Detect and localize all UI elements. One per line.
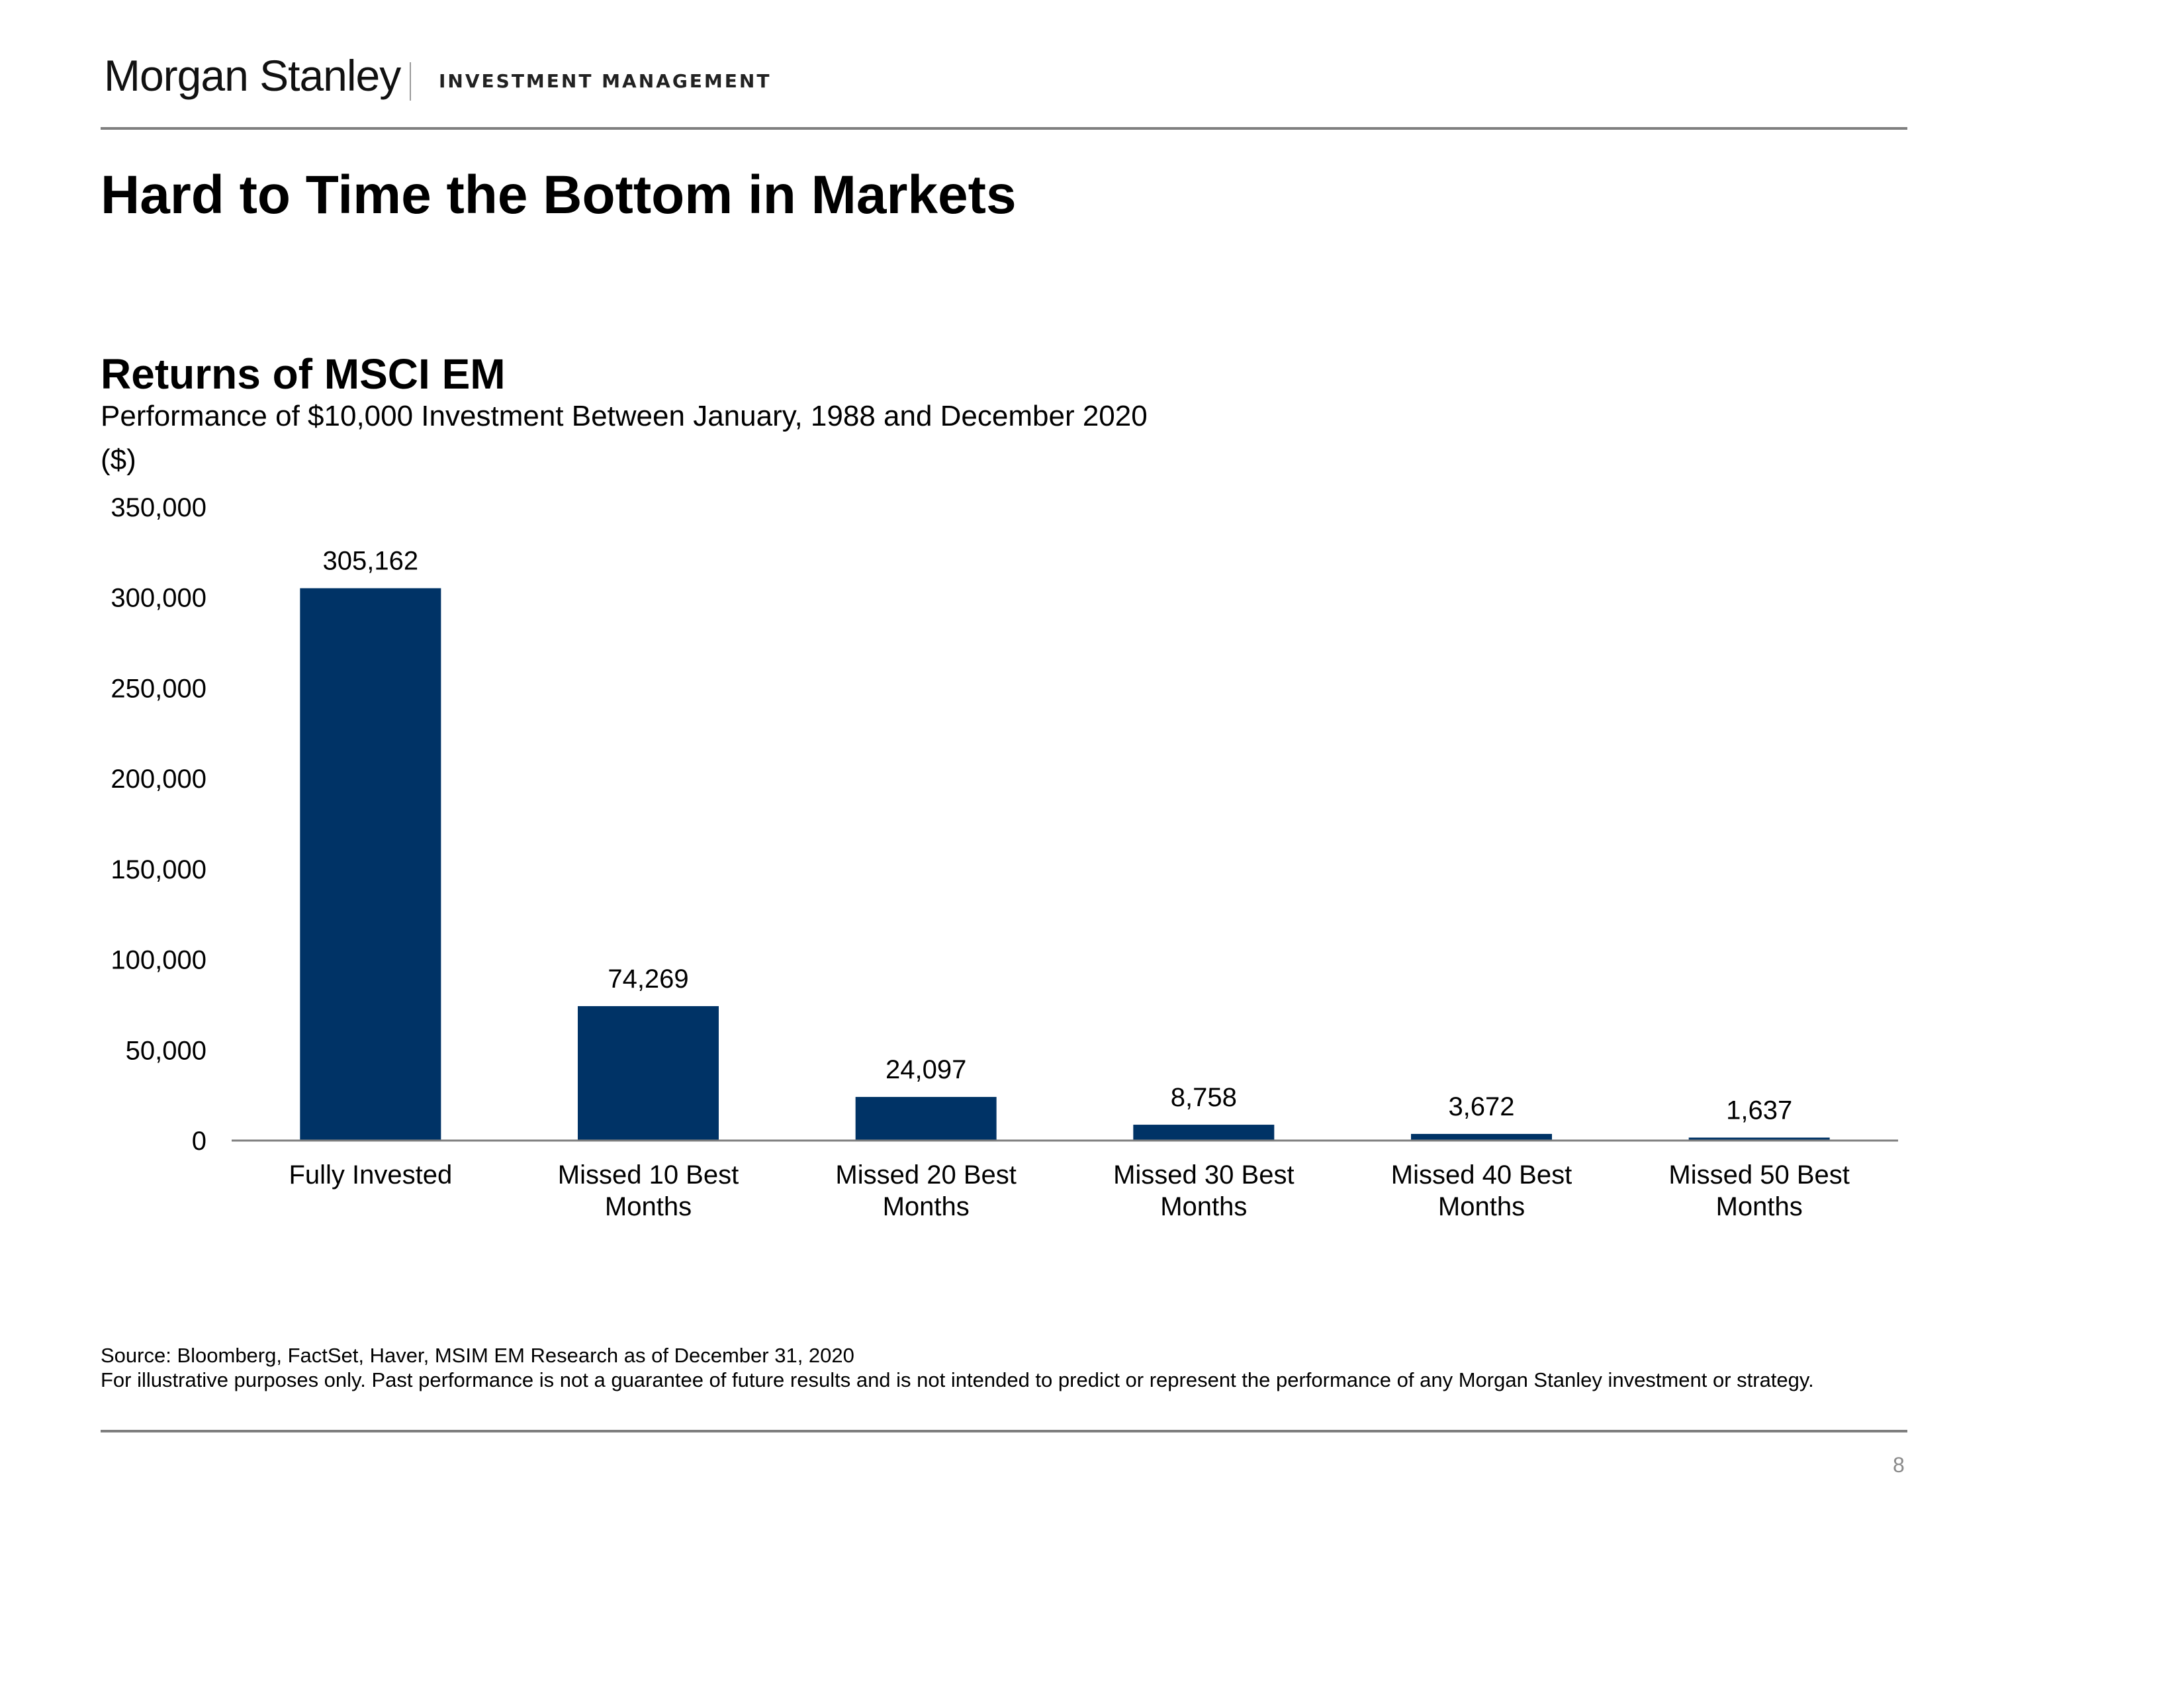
y-axis-unit-label: ($): [101, 444, 136, 476]
y-tick-label: 350,000: [111, 493, 206, 522]
data-label: 74,269: [608, 964, 688, 994]
x-tick-label: Missed 30 Best: [1113, 1160, 1294, 1190]
y-tick-label: 300,000: [111, 584, 206, 613]
bar: [578, 1006, 719, 1141]
division-label: INVESTMENT MANAGEMENT: [439, 70, 772, 92]
x-tick-label: Missed 20 Best: [835, 1160, 1016, 1190]
x-tick-label: Months: [1716, 1192, 1803, 1221]
data-label: 1,637: [1726, 1096, 1792, 1125]
x-tick-label: Months: [1160, 1192, 1247, 1221]
chart-subtitle: Performance of $10,000 Investment Betwee…: [101, 400, 1148, 432]
data-label: 24,097: [886, 1055, 966, 1084]
x-tick-label: Months: [1438, 1192, 1525, 1221]
y-tick-label: 0: [192, 1127, 206, 1156]
chart-title: Returns of MSCI EM: [101, 350, 506, 398]
footnote-disclaimer: For illustrative purposes only. Past per…: [101, 1368, 1814, 1391]
bar-chart: 0 50,000 100,000 150,000 200,000 250,000 300,0…: [111, 493, 1898, 1221]
x-tick-label: Months: [883, 1192, 970, 1221]
footnote-source: Source: Bloomberg, FactSet, Haver, MSIM …: [101, 1344, 854, 1367]
y-tick-label: 150,000: [111, 855, 206, 884]
x-tick-label: Months: [605, 1192, 692, 1221]
brand-logo: Morgan Stanley: [104, 51, 401, 100]
bar: [1411, 1133, 1552, 1141]
bar: [300, 588, 441, 1141]
header-rule: [101, 127, 1907, 130]
y-tick-label: 50,000: [126, 1036, 206, 1065]
x-tick-label: Missed 40 Best: [1391, 1160, 1572, 1190]
data-label: 8,758: [1171, 1083, 1237, 1112]
page-number: 8: [1893, 1453, 1905, 1477]
y-tick-label: 250,000: [111, 674, 206, 703]
data-label: 305,162: [323, 547, 419, 576]
page-title: Hard to Time the Bottom in Markets: [101, 165, 1017, 225]
x-tick-label: Missed 50 Best: [1668, 1160, 1849, 1190]
bar: [855, 1097, 997, 1141]
x-tick-label: Missed 10 Best: [558, 1160, 739, 1190]
data-label: 3,672: [1448, 1092, 1514, 1121]
x-tick-label: Fully Invested: [289, 1160, 452, 1190]
y-tick-label: 200,000: [111, 765, 206, 794]
bar: [1688, 1137, 1830, 1141]
bar: [1133, 1125, 1275, 1141]
y-tick-label: 100,000: [111, 946, 206, 975]
logo-divider: [410, 62, 411, 101]
footer-rule: [101, 1430, 1907, 1432]
